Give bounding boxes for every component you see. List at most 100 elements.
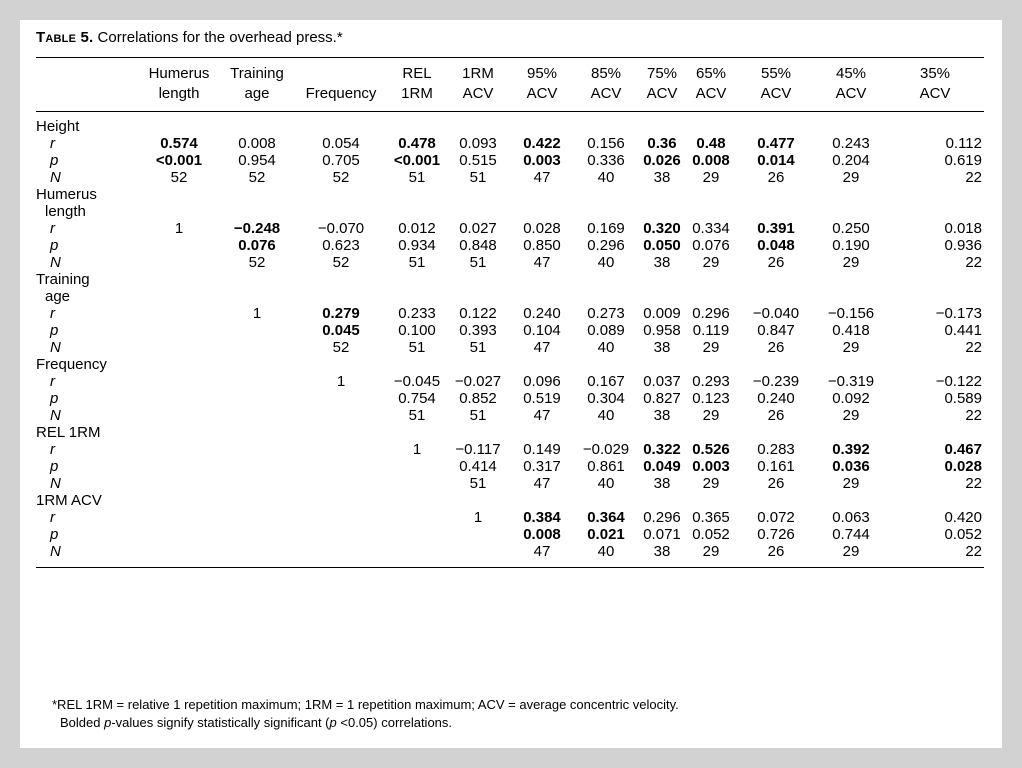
cell-value: 22 [965, 543, 982, 560]
cell-value: 0.052 [692, 526, 730, 543]
table-cell: 51 [388, 407, 446, 424]
header-col-4: REL 1RM [388, 57, 446, 112]
cell-value: 0.096 [523, 373, 561, 390]
cell-value: 1 [473, 509, 483, 526]
cell-value: −0.040 [752, 305, 800, 322]
table-cell: 0.744 [816, 526, 886, 543]
header-line-2: Frequency [305, 85, 377, 102]
cell-value-bold: 0.036 [832, 458, 870, 475]
table-cell: −0.029 [574, 441, 638, 458]
cell-value: 40 [597, 543, 615, 560]
table-cell: 0.008 [686, 152, 736, 169]
table-cell [138, 407, 220, 424]
table-cell: 29 [686, 339, 736, 356]
table-cell: 51 [388, 339, 446, 356]
header-line-1: 95% [526, 65, 558, 82]
cell-value: −0.122 [935, 373, 982, 390]
header-row: Humerus length Training age Frequency REL 1RM… [36, 57, 984, 112]
table-cell: 0.283 [736, 441, 816, 458]
cell-value: 51 [408, 407, 426, 424]
table-cell [138, 339, 220, 356]
table-cell: 0.392 [816, 441, 886, 458]
cell-value: 0.071 [643, 526, 681, 543]
table-cell: 0.364 [574, 509, 638, 526]
table-row: r 1 −0.117 0.149 −0.029 0.322 0.526 0.283 0.392 0… [36, 441, 984, 458]
cell-value: 0.233 [398, 305, 436, 322]
cell-value: 0.336 [587, 152, 625, 169]
footnote-text: Bolded [60, 715, 105, 730]
table-cell: 0.623 [294, 237, 388, 254]
table-cell: 0.317 [510, 458, 574, 475]
table-cell: 0.018 [886, 220, 984, 237]
table-cell: 51 [446, 254, 510, 271]
table-cell: 26 [736, 475, 816, 492]
cell-value: 47 [533, 339, 551, 356]
table-cell [220, 339, 294, 356]
table-cell: 0.123 [686, 390, 736, 407]
table-cell: 0.279 [294, 305, 388, 322]
stat-label: p [50, 458, 59, 475]
table-cell: 0.293 [686, 373, 736, 390]
cell-value: 47 [533, 254, 551, 271]
header-line-2: ACV [646, 85, 678, 102]
cell-value: 0.076 [692, 237, 730, 254]
cell-value-bold: 0.008 [523, 526, 561, 543]
table-cell: 0.104 [510, 322, 574, 339]
table-cell: 22 [886, 475, 984, 492]
stat-label: r [50, 220, 55, 237]
table-cell: 26 [736, 339, 816, 356]
header-col-9: 65% ACV [686, 57, 736, 112]
table-cell: 0.467 [886, 441, 984, 458]
section-label-row: age [36, 288, 984, 305]
table-row: N 52 52 52 51 51 47 40 38 29 26 29 22 [36, 169, 984, 186]
stat-label: r [50, 135, 55, 152]
cell-value-bold: 0.48 [696, 135, 726, 152]
cell-value-bold: <0.001 [155, 152, 203, 169]
header-line-1: Training [230, 65, 284, 82]
header-line-1: 85% [590, 65, 622, 82]
stat-label: r [50, 373, 55, 390]
table-cell: 0.167 [574, 373, 638, 390]
table-cell [294, 526, 388, 543]
table-cell: 47 [510, 339, 574, 356]
table-row: r 0.574 0.008 0.054 0.478 0.093 0.422 0.156 0.36… [36, 135, 984, 152]
table-cell: 52 [220, 254, 294, 271]
table-cell: 52 [294, 339, 388, 356]
cell-value: 22 [965, 475, 982, 492]
cell-value: 51 [469, 475, 487, 492]
header-line-2: ACV [835, 85, 867, 102]
cell-value: 47 [533, 475, 551, 492]
cell-value: 29 [702, 169, 720, 186]
section-label-row: 1RM ACV [36, 492, 984, 509]
cell-value-bold: 0.364 [587, 509, 625, 526]
table-cell: −0.319 [816, 373, 886, 390]
cell-value: 51 [469, 254, 487, 271]
table-cell: 0.100 [388, 322, 446, 339]
cell-value: 52 [332, 339, 350, 356]
cell-value-bold: 0.048 [757, 237, 795, 254]
cell-value: 52 [170, 169, 188, 186]
stat-label: p [50, 237, 59, 254]
cell-value: 0.705 [322, 152, 360, 169]
table-cell: 0.003 [686, 458, 736, 475]
table-cell [138, 305, 220, 322]
header-col-5: 1RM ACV [446, 57, 510, 112]
table-title: Correlations for the overhead press.* [93, 29, 343, 46]
footnote-significance: Bolded p-values signify statistically si… [52, 714, 679, 732]
cell-value: 0.414 [459, 458, 497, 475]
table-cell: 0.384 [510, 509, 574, 526]
table-cell: 0.009 [638, 305, 686, 322]
cell-value: 0.161 [757, 458, 795, 475]
cell-value: −0.029 [582, 441, 630, 458]
table-cell: 0.705 [294, 152, 388, 169]
table-cell: 51 [446, 169, 510, 186]
cell-value-bold: 0.028 [944, 458, 982, 475]
table-cell: 40 [574, 339, 638, 356]
table-caption: Table 5. Correlations for the overhead p… [36, 28, 343, 48]
header-col-2: Training age [220, 57, 294, 112]
cell-value: 47 [533, 407, 551, 424]
table-cell: 26 [736, 407, 816, 424]
cell-value-bold: 0.008 [692, 152, 730, 169]
table-cell: 40 [574, 254, 638, 271]
header-line-1: 1RM [462, 65, 494, 82]
